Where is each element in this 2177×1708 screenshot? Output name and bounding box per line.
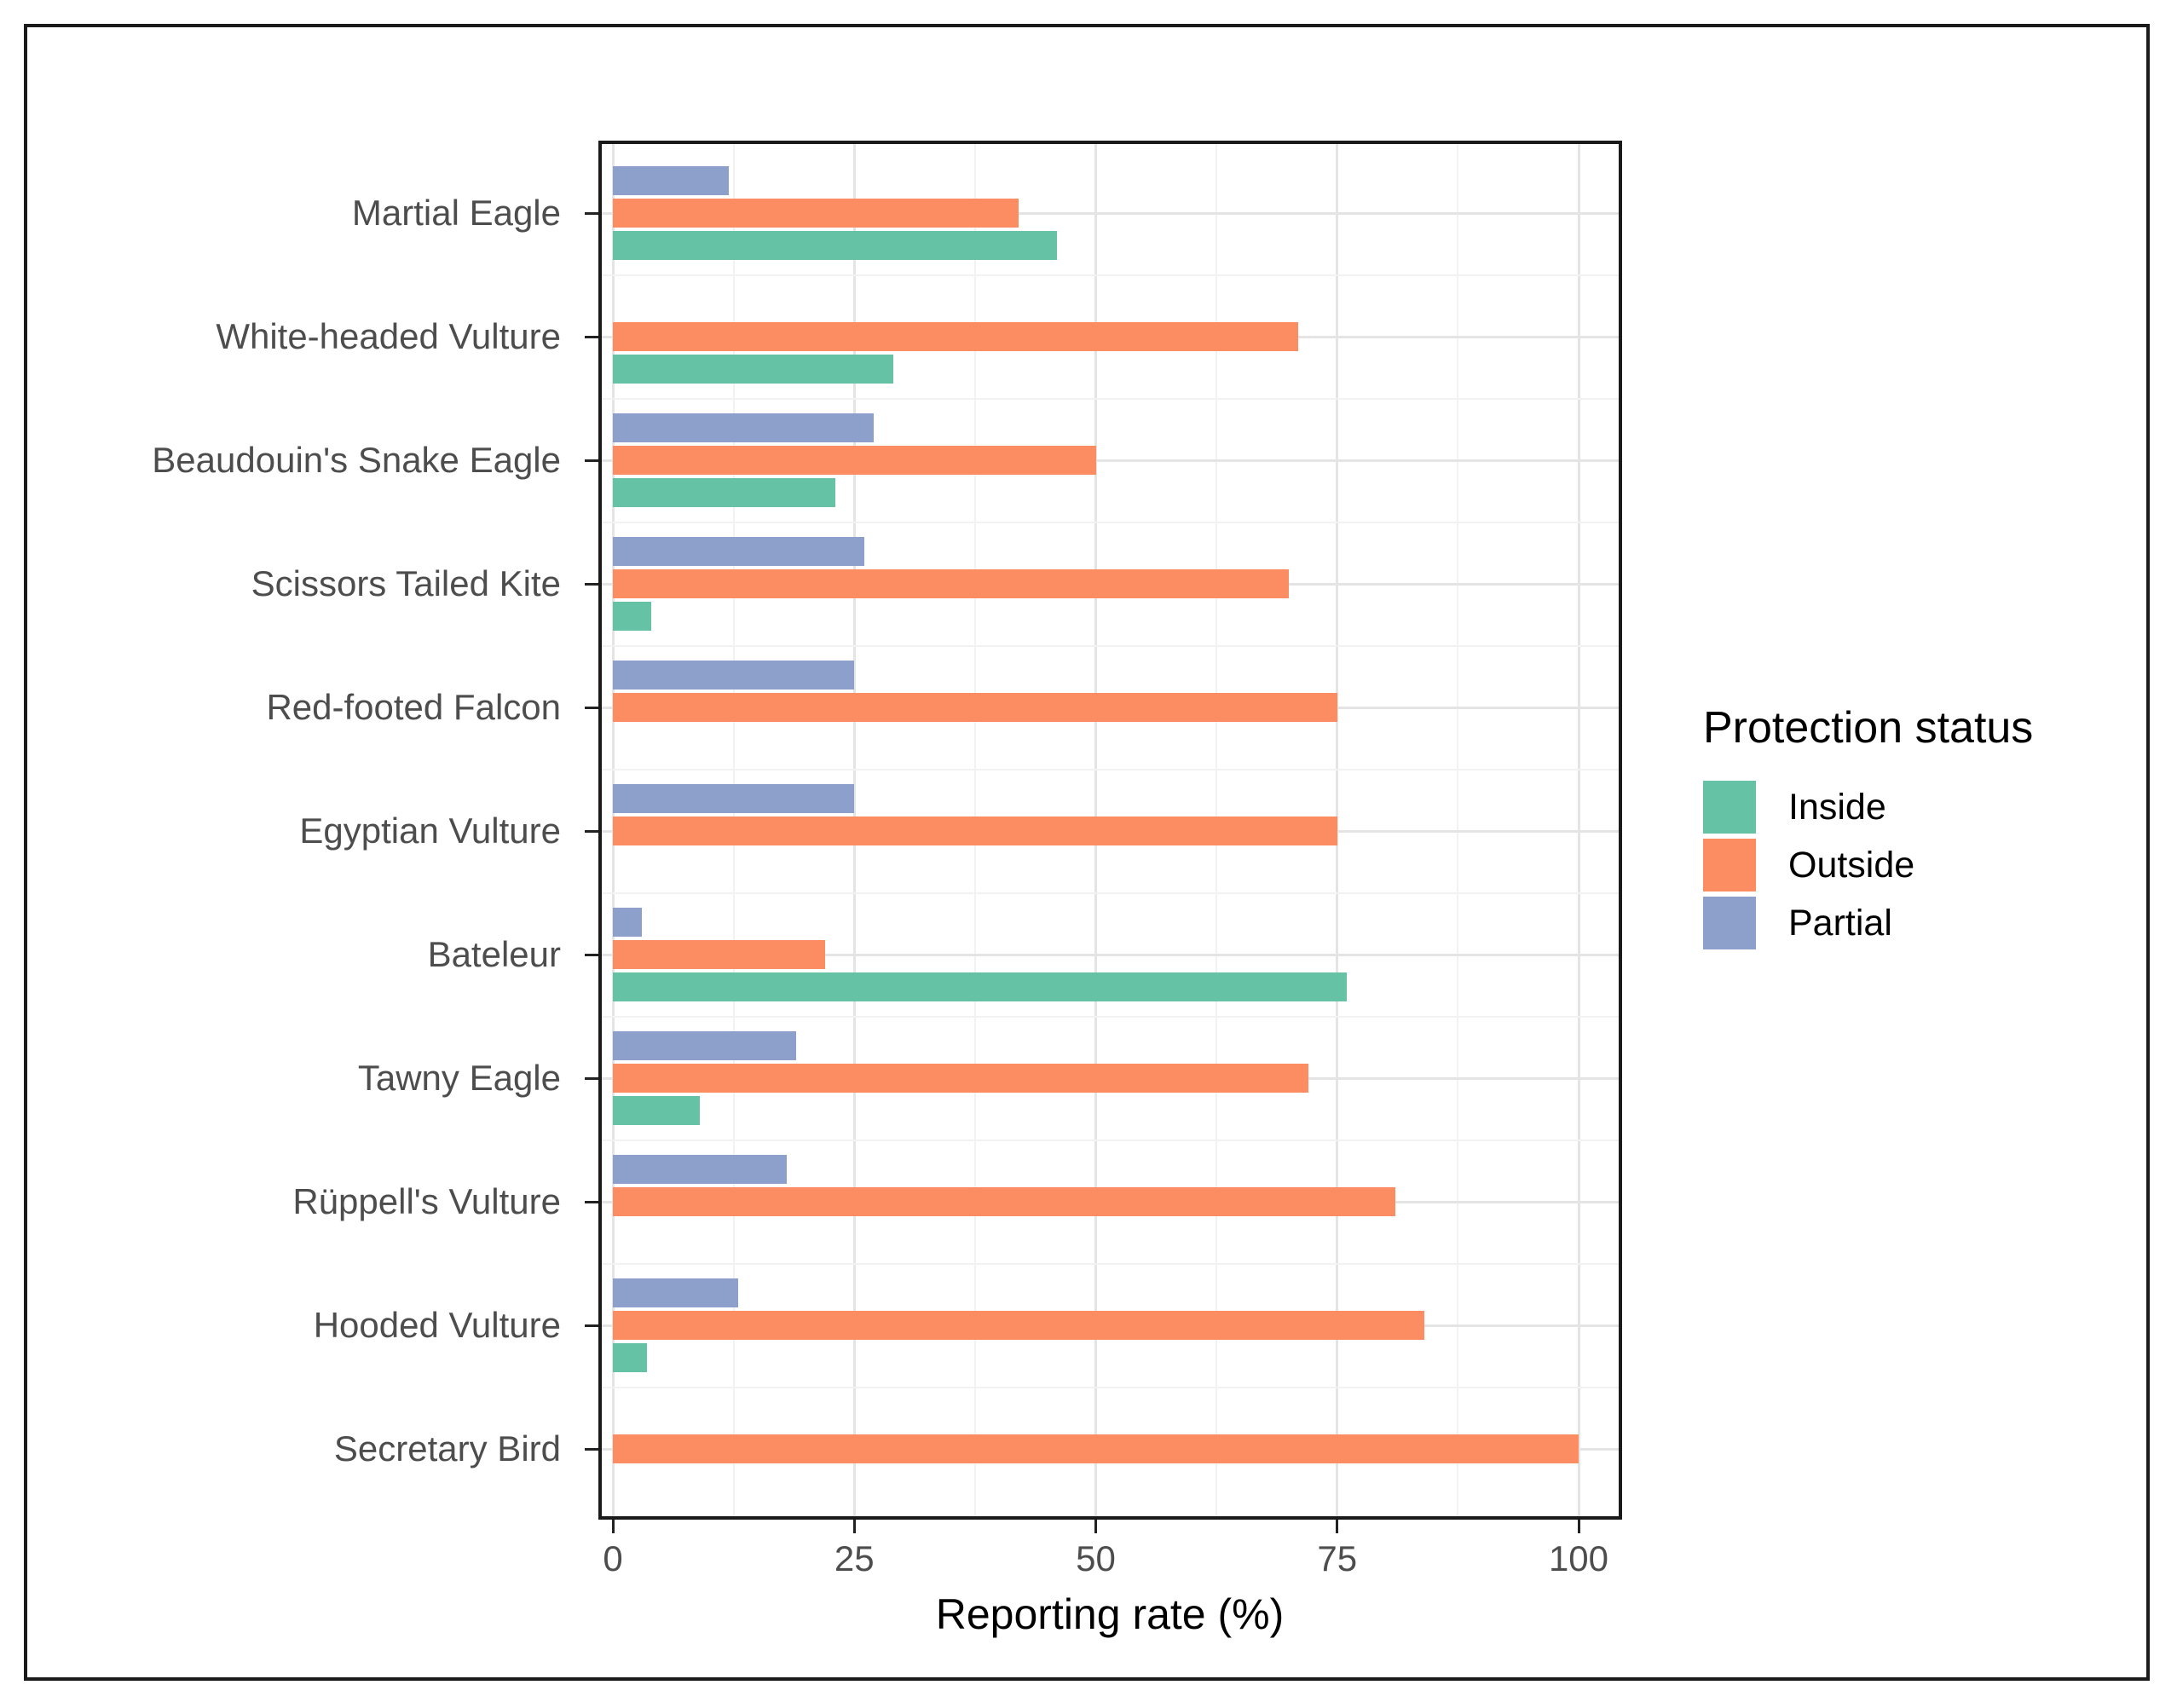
bar [613,1311,1424,1340]
legend-item-label: Outside [1788,844,1915,886]
y-tick [585,829,598,833]
bar [613,231,1058,260]
gridline-major-horizontal [598,459,1622,462]
x-axis-tick-label: 25 [834,1538,875,1578]
gridline-major-horizontal [598,953,1622,956]
y-axis-label: Bateleur [427,934,561,974]
y-tick [585,459,598,462]
y-axis-label: White-headed Vulture [216,316,561,356]
bar [613,1064,1308,1093]
y-axis-label: Red-footed Falcon [266,687,561,727]
y-axis-label: Beaudouin's Snake Eagle [152,440,561,480]
legend-item: Partial [1703,897,2163,949]
bar [613,322,1299,351]
y-axis-label: Hooded Vulture [313,1305,561,1345]
bar [613,1278,739,1307]
y-axis-label: Scissors Tailed Kite [251,563,561,603]
y-tick [585,1447,598,1451]
bar [613,661,855,690]
bar [613,569,1290,598]
bar [613,1031,797,1060]
y-axis-label: Martial Eagle [351,193,561,233]
legend: Protection status Inside Outside Partial [1703,702,2163,955]
figure-border [24,24,2150,1681]
gridline-minor-horizontal [598,274,1622,276]
bar [613,1434,1579,1463]
bar [613,1343,647,1372]
x-tick [1336,1520,1339,1533]
bar [613,537,864,566]
gridline-minor-horizontal [598,768,1622,770]
x-axis-tick-label: 100 [1548,1538,1609,1578]
y-axis-label: Secretary Bird [333,1428,561,1469]
y-axis-label: Tawny Eagle [357,1058,561,1098]
bar [613,1155,787,1184]
x-tick [1094,1520,1097,1533]
x-axis-tick-label: 75 [1317,1538,1358,1578]
legend-item-label: Partial [1788,902,1892,943]
y-tick [585,1200,598,1203]
gridline-minor-horizontal [598,397,1622,400]
y-tick [585,706,598,709]
plot-panel [598,141,1622,1520]
bar [613,355,893,384]
bar [613,166,729,195]
y-axis-label: Rüppell's Vulture [292,1181,561,1221]
gridline-minor-horizontal [598,521,1622,523]
bar [613,940,826,969]
bar [613,602,652,631]
bar [613,446,1096,475]
gridline-minor-horizontal [598,1386,1622,1388]
y-tick [585,1076,598,1080]
legend-item-label: Inside [1788,786,1886,828]
bar [613,1096,700,1125]
x-axis-tick-label: 0 [603,1538,623,1578]
bar [613,908,642,937]
bar [613,784,855,813]
y-tick [585,953,598,956]
legend-item: Inside [1703,781,2163,834]
x-tick [611,1520,615,1533]
gridline-minor-horizontal [598,644,1622,647]
legend-key-swatch [1703,781,1756,834]
legend-key-swatch [1703,839,1756,892]
gridline-minor-horizontal [598,1139,1622,1141]
y-tick [585,335,598,338]
x-tick [1577,1520,1580,1533]
legend-key-swatch [1703,897,1756,949]
x-axis-title: Reporting rate (%) [935,1590,1285,1638]
bar [613,1187,1395,1216]
y-axis-label: Egyptian Vulture [299,811,561,851]
y-tick [585,582,598,586]
x-tick [852,1520,856,1533]
bar [613,693,1337,722]
legend-item: Outside [1703,839,2163,892]
gridline-minor-horizontal [598,1015,1622,1018]
legend-items: Inside Outside Partial [1703,781,2163,949]
y-tick [585,1324,598,1327]
y-tick [585,211,598,215]
gridline-major-horizontal [598,211,1622,215]
x-axis-tick-label: 50 [1076,1538,1116,1578]
gridline-minor-horizontal [598,1262,1622,1265]
gridline-minor-horizontal [598,892,1622,894]
bar [613,972,1348,1001]
legend-title: Protection status [1703,703,2034,753]
bar [613,199,1019,228]
bar [613,816,1337,845]
bar [613,478,835,507]
bar [613,413,874,442]
